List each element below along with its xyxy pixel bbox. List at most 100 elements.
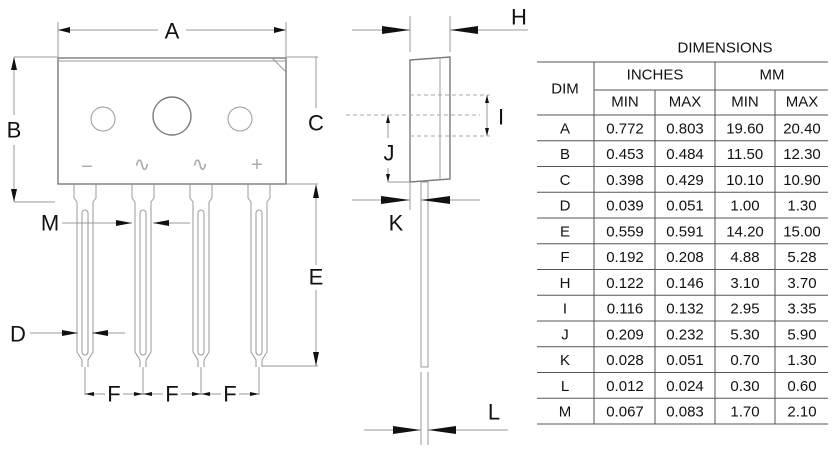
lead-1: [73, 184, 97, 367]
table-row: C 0.398 0.429 10.10 10.90: [560, 172, 821, 189]
lead-4: [247, 184, 271, 367]
header-mm-min: MIN: [731, 94, 759, 111]
value-cell: 20.40: [783, 120, 821, 137]
pin-symbol-ac1: ∿: [134, 154, 151, 176]
value-cell: 10.10: [726, 172, 764, 189]
value-cell: 0.083: [666, 404, 704, 421]
dim-cell: D: [560, 198, 571, 215]
dim-label-c: C: [308, 111, 324, 136]
value-cell: 1.30: [787, 352, 816, 369]
dim-label-f3: F: [223, 382, 236, 407]
pin-symbol-ac2: ∿: [192, 154, 209, 176]
value-cell: 3.35: [787, 301, 816, 318]
header-mm: MM: [760, 67, 785, 84]
value-cell: 0.067: [606, 404, 644, 421]
table-row: A 0.772 0.803 19.60 20.40: [560, 120, 821, 137]
dim-label-d: D: [10, 322, 26, 347]
value-cell: 3.70: [787, 275, 816, 292]
header-inches-min: MIN: [611, 94, 639, 111]
value-cell: 19.60: [726, 120, 764, 137]
table-row: M 0.067 0.083 1.70 2.10: [559, 404, 817, 421]
table-row: F 0.192 0.208 4.88 5.28: [560, 249, 816, 266]
dim-label-h: H: [511, 5, 527, 30]
value-cell: 0.208: [666, 249, 704, 266]
side-view: H I J K L: [346, 5, 528, 445]
value-cell: 1.70: [730, 404, 759, 421]
dim-cell: I: [563, 301, 567, 318]
header-inches: INCHES: [627, 67, 684, 84]
value-cell: 2.95: [730, 301, 759, 318]
dim-label-m: M: [41, 211, 59, 236]
value-cell: 0.209: [606, 326, 644, 343]
value-cell: 5.30: [730, 326, 759, 343]
value-cell: 0.772: [606, 120, 644, 137]
value-cell: 0.132: [666, 301, 704, 318]
dim-cell: B: [560, 146, 570, 163]
table-row: E 0.559 0.591 14.20 15.00: [560, 223, 821, 240]
value-cell: 5.28: [787, 249, 816, 266]
value-cell: 0.146: [666, 275, 704, 292]
value-cell: 0.012: [606, 378, 644, 395]
value-cell: 4.88: [730, 249, 759, 266]
value-cell: 2.10: [787, 404, 816, 421]
dim-cell: M: [559, 404, 572, 421]
dim-cell: E: [560, 223, 570, 240]
dim-cell: A: [560, 120, 570, 137]
value-cell: 15.00: [783, 223, 821, 240]
table-row: I 0.116 0.132 2.95 3.35: [563, 301, 817, 318]
value-cell: 0.051: [666, 198, 704, 215]
value-cell: 0.484: [666, 146, 704, 163]
dim-label-j: J: [384, 141, 395, 166]
value-cell: 10.90: [783, 172, 821, 189]
dim-cell: K: [560, 352, 570, 369]
front-view: − ∿ ∿ + A B C E M: [7, 19, 324, 407]
value-cell: 0.039: [606, 198, 644, 215]
table-row: H 0.122 0.146 3.10 3.70: [560, 275, 817, 292]
dim-label-k: K: [389, 211, 404, 236]
table-row: K 0.028 0.051 0.70 1.30: [560, 352, 817, 369]
table-title: DIMENSIONS: [677, 40, 772, 57]
leads: [73, 184, 271, 367]
value-cell: 0.30: [730, 378, 759, 395]
dim-label-e: E: [309, 265, 324, 290]
value-cell: 0.70: [730, 352, 759, 369]
dimensions-table: DIMENSIONS DIM INCHES MM MIN MAX MIN MAX…: [537, 40, 828, 425]
table-row: B 0.453 0.484 11.50 12.30: [560, 146, 821, 163]
value-cell: 0.559: [606, 223, 644, 240]
dim-label-i: I: [498, 105, 504, 130]
dim-label-f1: F: [107, 382, 120, 407]
value-cell: 12.30: [783, 146, 821, 163]
value-cell: 0.024: [666, 378, 704, 395]
pin-symbol-positive: +: [251, 154, 263, 176]
lead-3: [189, 184, 213, 367]
table-row: L 0.012 0.024 0.30 0.60: [561, 378, 817, 395]
value-cell: 0.051: [666, 352, 704, 369]
value-cell: 0.60: [787, 378, 816, 395]
dim-cell: J: [561, 326, 569, 343]
value-cell: 0.122: [606, 275, 644, 292]
value-cell: 0.232: [666, 326, 704, 343]
dim-cell: L: [561, 378, 569, 395]
value-cell: 0.591: [666, 223, 704, 240]
header-dim: DIM: [551, 81, 579, 98]
side-body: [409, 56, 451, 183]
mounting-hole-left: [90, 106, 116, 132]
table-row: D 0.039 0.051 1.00 1.30: [560, 198, 817, 215]
value-cell: 14.20: [726, 223, 764, 240]
dim-label-a: A: [165, 19, 180, 44]
table-row: J 0.209 0.232 5.30 5.90: [561, 326, 816, 343]
dim-label-f2: F: [165, 382, 178, 407]
value-cell: 0.028: [606, 352, 644, 369]
dim-label-l: L: [488, 400, 500, 425]
dim-cell: F: [560, 249, 569, 266]
value-cell: 0.116: [607, 301, 643, 318]
value-cell: 3.10: [730, 275, 759, 292]
value-cell: 0.192: [606, 249, 644, 266]
mounting-hole-right: [227, 106, 253, 132]
value-cell: 0.803: [666, 120, 704, 137]
value-cell: 0.453: [606, 146, 644, 163]
value-cell: 5.90: [787, 326, 816, 343]
header-mm-max: MAX: [786, 94, 819, 111]
value-cell: 0.429: [666, 172, 704, 189]
